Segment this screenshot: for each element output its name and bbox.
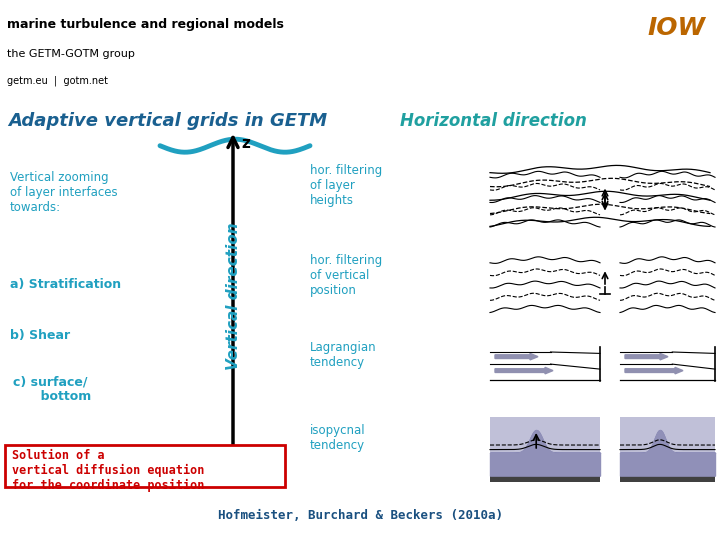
Text: c) surface/
       bottom: c) surface/ bottom [10,375,91,403]
Text: IOW: IOW [647,16,706,40]
FancyArrow shape [495,353,538,360]
Text: marine turbulence and regional models: marine turbulence and regional models [7,17,284,31]
Text: Horizontal direction: Horizontal direction [400,112,587,130]
Text: b) Shear: b) Shear [10,329,70,342]
Text: getm.eu  |  gotm.net: getm.eu | gotm.net [7,76,108,86]
Bar [5,445,285,487]
Text: z: z [241,137,250,151]
Text: the GETM-GOTM group: the GETM-GOTM group [7,49,135,59]
Text: isopycnal
tendency: isopycnal tendency [310,424,366,453]
Bar [490,476,600,482]
Text: a) Stratification: a) Stratification [10,278,121,291]
FancyArrow shape [495,367,553,374]
Text: Solution of a
vertical diffusion equation
for the coordinate position: Solution of a vertical diffusion equatio… [12,449,204,492]
Bar [490,453,600,476]
Text: Adaptive vertical grids in GETM: Adaptive vertical grids in GETM [8,112,327,130]
Text: hor. filtering
of layer
heights: hor. filtering of layer heights [310,164,382,207]
Bar [490,417,600,453]
Bar [620,453,715,476]
Bar [620,476,715,482]
Bar [620,417,715,453]
Text: Vertical direction: Vertical direction [225,222,240,370]
FancyArrow shape [625,367,683,374]
FancyArrow shape [625,353,668,360]
Text: Hofmeister, Burchard & Beckers (2010a): Hofmeister, Burchard & Beckers (2010a) [217,509,503,522]
Text: Lagrangian
tendency: Lagrangian tendency [310,341,377,369]
Text: hor. filtering
of vertical
position: hor. filtering of vertical position [310,254,382,298]
Text: Vertical zooming
of layer interfaces
towards:: Vertical zooming of layer interfaces tow… [10,171,117,214]
